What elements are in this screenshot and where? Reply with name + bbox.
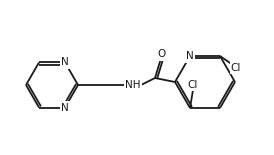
Text: N: N <box>186 51 194 61</box>
Text: Cl: Cl <box>231 63 241 73</box>
Text: Cl: Cl <box>188 80 198 90</box>
Text: O: O <box>158 49 166 59</box>
Text: NH: NH <box>125 80 141 90</box>
Text: N: N <box>61 102 69 113</box>
Text: N: N <box>61 58 69 67</box>
